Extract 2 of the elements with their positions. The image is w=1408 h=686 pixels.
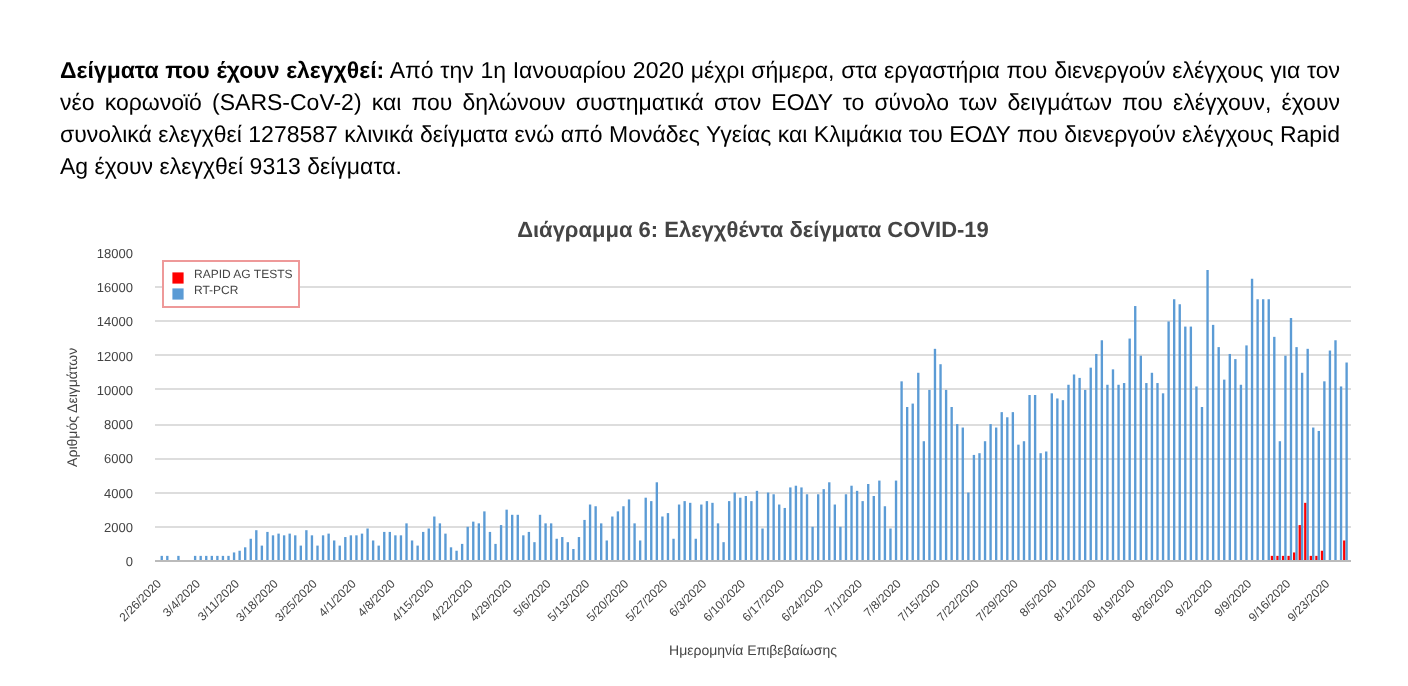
text: Δείγματα που έχουν ελεγχθεί: [60,60,385,84]
chart-title: Διάγραμμα 6: Ελεγχθέντα δείγματα COVID-19 [517,219,989,243]
